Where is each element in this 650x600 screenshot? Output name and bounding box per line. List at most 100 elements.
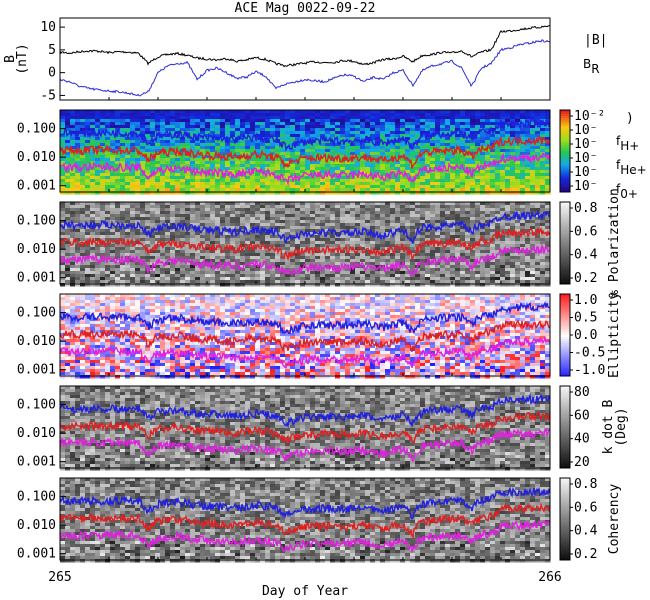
spectrogram-cell <box>490 125 496 129</box>
spectrogram-cell <box>80 214 86 218</box>
spectrogram-cell <box>430 170 436 174</box>
spectrogram-cell <box>485 158 491 162</box>
spectrogram-cell <box>480 179 486 183</box>
spectrogram-cell <box>425 191 431 195</box>
spectrogram-cell <box>125 155 131 159</box>
spectrogram-cell <box>265 191 271 195</box>
spectrogram-cell <box>135 116 141 120</box>
spectrogram-cell <box>105 244 111 248</box>
spectrogram-cell <box>335 128 341 132</box>
spectrogram-cell <box>510 137 516 141</box>
spectrogram-cell <box>340 220 346 224</box>
spectrogram-cell <box>340 119 346 123</box>
spectrogram-cell <box>455 170 461 174</box>
spectrogram-cell <box>465 185 471 189</box>
spectrogram-cell <box>270 176 276 180</box>
y-tick-label: 0.100 <box>17 122 56 137</box>
spectrogram-cell <box>185 128 191 132</box>
spectrogram-cell <box>270 280 276 284</box>
spectrogram-cell <box>145 119 151 123</box>
spectrogram-cell <box>445 113 451 117</box>
spectrogram-cell <box>330 241 336 245</box>
spectrogram-cell <box>265 158 271 162</box>
spectrogram-cell <box>165 176 171 180</box>
spectrogram-cell <box>475 158 481 162</box>
spectrogram-cell <box>240 134 246 138</box>
spectrogram-cell <box>355 113 361 117</box>
spectrogram-cell <box>250 256 256 260</box>
spectrogram-cell <box>215 176 221 180</box>
spectrogram-cell <box>385 152 391 156</box>
spectrogram-cell <box>205 256 211 260</box>
spectrogram-cell <box>475 173 481 177</box>
spectrogram-cell <box>235 229 241 233</box>
spectrogram-cell <box>260 122 266 126</box>
spectrogram-cell <box>375 247 381 251</box>
spectrogram-cell <box>85 262 91 266</box>
spectrogram-cell <box>110 176 116 180</box>
spectrogram-cell <box>225 253 231 257</box>
spectrogram-cell <box>310 283 316 287</box>
spectrogram-cell <box>360 208 366 212</box>
spectrogram-cell <box>300 217 306 221</box>
spectrogram-cell <box>215 113 221 117</box>
spectrogram-cell <box>315 226 321 230</box>
spectrogram-cell <box>225 265 231 269</box>
spectrogram-cell <box>175 268 181 272</box>
spectrogram-cell <box>225 262 231 266</box>
spectrogram-cell <box>265 253 271 257</box>
spectrogram-cell <box>235 283 241 287</box>
spectrogram-cell <box>485 113 491 117</box>
spectrogram-cell <box>370 191 376 195</box>
spectrogram-cell <box>100 250 106 254</box>
spectrogram-cell <box>85 205 91 209</box>
spectrogram-cell <box>325 214 331 218</box>
spectrogram-cell <box>460 125 466 129</box>
spectrogram-cell <box>210 164 216 168</box>
spectrogram-cell <box>345 238 351 242</box>
spectrogram-cell <box>275 235 281 239</box>
spectrogram-cell <box>445 191 451 195</box>
spectrogram-cell <box>255 191 261 195</box>
spectrogram-cell <box>235 170 241 174</box>
spectrogram-cell <box>280 241 286 245</box>
spectrogram-cell <box>75 143 81 147</box>
spectrogram-cell <box>540 149 546 153</box>
spectrogram-cell <box>525 173 531 177</box>
spectrogram-cell <box>435 173 441 177</box>
spectrogram-cell <box>150 274 156 278</box>
spectrogram-cell <box>495 128 501 132</box>
spectrogram-cell <box>140 134 146 138</box>
spectrogram-cell <box>545 149 551 153</box>
spectrogram-cell <box>215 214 221 218</box>
spectrogram-cell <box>430 116 436 120</box>
spectrogram-cell <box>230 283 236 287</box>
spectrogram-cell <box>545 125 551 129</box>
spectrogram-cell <box>130 119 136 123</box>
spectrogram-cell <box>115 208 121 212</box>
spectrogram-cell <box>115 214 121 218</box>
spectrogram-cell <box>195 238 201 242</box>
spectrogram-cell <box>530 122 536 126</box>
spectrogram-cell <box>305 131 311 135</box>
spectrogram-cell <box>380 211 386 215</box>
spectrogram-cell <box>440 170 446 174</box>
spectrogram-cell <box>180 161 186 165</box>
spectrogram-cell <box>350 274 356 278</box>
spectrogram-cell <box>85 164 91 168</box>
spectrogram-cell <box>435 217 441 221</box>
spectrogram-cell <box>410 128 416 132</box>
spectrogram-cell <box>425 164 431 168</box>
spectrogram-cell <box>365 185 371 189</box>
spectrogram-cell <box>185 137 191 141</box>
spectrogram-cell <box>85 232 91 236</box>
spectrogram-cell <box>425 146 431 150</box>
spectrogram-cell <box>515 146 521 150</box>
spectrogram-cell <box>180 176 186 180</box>
spectrogram-cell <box>175 140 181 144</box>
spectrogram-cell <box>200 158 206 162</box>
spectrogram-cell <box>215 205 221 209</box>
spectrogram-cell <box>515 131 521 135</box>
spectrogram-cell <box>440 226 446 230</box>
spectrogram-cell <box>205 253 211 257</box>
